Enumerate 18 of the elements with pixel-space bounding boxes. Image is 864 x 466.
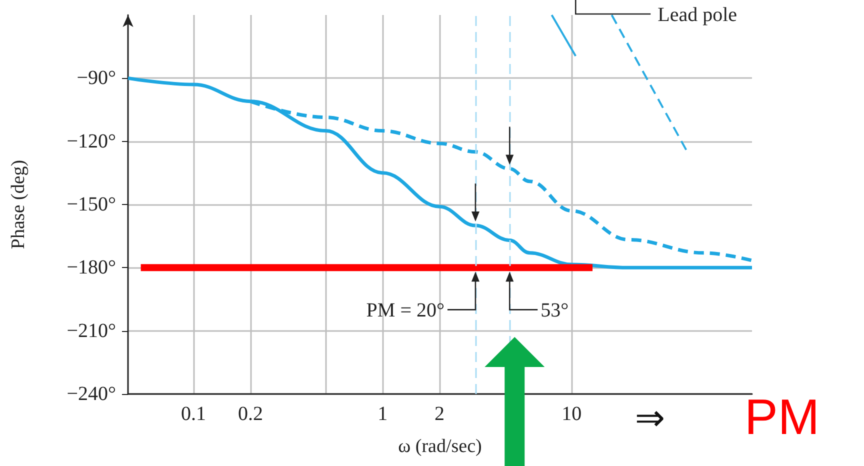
x-tick-label: 10 [562, 403, 582, 425]
y-tick-label: −240° [66, 383, 116, 405]
annotation: PM [744, 389, 820, 445]
y-axis-title: Phase (deg) [8, 160, 29, 250]
text: ⇒ [634, 398, 666, 439]
annotation: PM = 20° [366, 300, 444, 322]
x-tick-label: 0.1 [181, 403, 206, 425]
x-tick-label: 1 [378, 403, 388, 425]
annotation: Lead pole [658, 4, 738, 26]
annotation: 53° [540, 300, 569, 322]
y-tick-label: −180° [66, 256, 116, 279]
y-tick-label: −90° [76, 67, 116, 90]
x-tick-label: 2 [434, 403, 444, 425]
x-tick-label: 0.2 [238, 403, 263, 425]
y-tick-label: −210° [66, 320, 116, 342]
x-axis-title: ω (rad/sec) [398, 436, 482, 457]
y-tick-label: −120° [66, 130, 116, 152]
y-tick-label: −150° [66, 194, 116, 216]
